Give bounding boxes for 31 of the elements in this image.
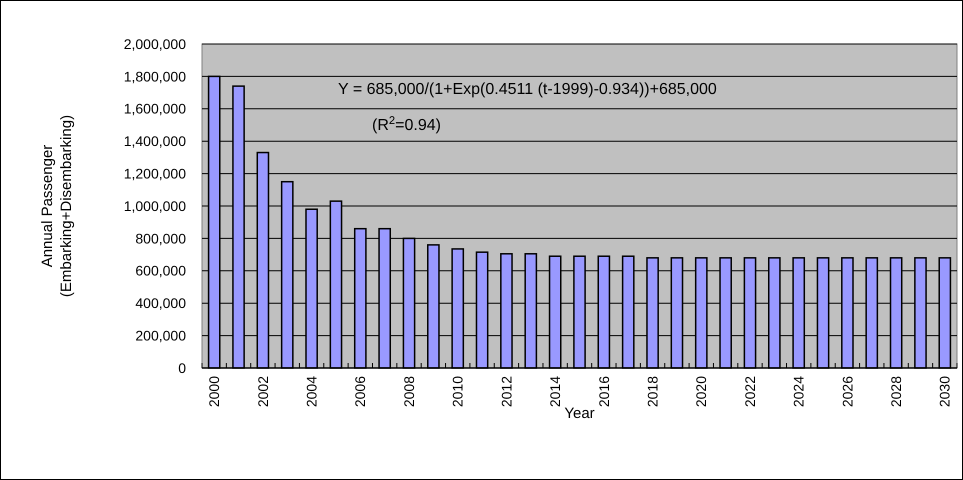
x-tick-label: 2030 bbox=[936, 376, 953, 408]
x-tick-label: 2012 bbox=[498, 376, 514, 408]
x-tick-label: 2022 bbox=[742, 376, 758, 408]
x-tick-label: 2026 bbox=[839, 376, 856, 408]
y-tick-label: 800,000 bbox=[135, 230, 186, 246]
annotation: Y = 685,000/(1+Exp(0.4511 (t-1999)-0.934))+685,000 bbox=[338, 81, 717, 98]
x-tick-label: 2028 bbox=[888, 376, 904, 408]
y-tick-label: 200,000 bbox=[135, 328, 186, 344]
x-tick-label: 2002 bbox=[254, 376, 271, 408]
y-tick-label: 1,400,000 bbox=[124, 133, 186, 150]
y-tick-label: 400,000 bbox=[135, 295, 186, 312]
y-tick-label: 600,000 bbox=[135, 262, 186, 279]
x-tick-label: 2004 bbox=[303, 376, 320, 408]
x-tick-label: 2016 bbox=[596, 376, 612, 408]
y-tick-label: 1,800,000 bbox=[124, 68, 186, 84]
x-tick-label: 2018 bbox=[644, 376, 660, 408]
x-tick-label: 2006 bbox=[352, 376, 368, 408]
x-tick-label: 2008 bbox=[400, 376, 417, 408]
x-tick-label: 2020 bbox=[693, 376, 710, 408]
y-axis-title: Annual Passenger (Embarking+Disembarking) bbox=[39, 114, 75, 298]
x-tick-label: 2024 bbox=[790, 376, 807, 408]
x-tick-label: 2010 bbox=[450, 376, 466, 408]
y-tick-label: 1,200,000 bbox=[124, 166, 186, 182]
y-tick-label: 1,000,000 bbox=[124, 198, 186, 214]
x-axis-title: Year bbox=[564, 405, 595, 422]
x-tick-label: 2000 bbox=[206, 376, 222, 408]
annotation: (R$^{2}$=0.94) bbox=[372, 115, 441, 134]
y-tick-label: 2,000,000 bbox=[124, 36, 186, 52]
y-tick-label: 0 bbox=[178, 360, 186, 376]
x-tick-label: 2014 bbox=[547, 376, 564, 408]
y-tick-label: 1,600,000 bbox=[124, 100, 186, 117]
